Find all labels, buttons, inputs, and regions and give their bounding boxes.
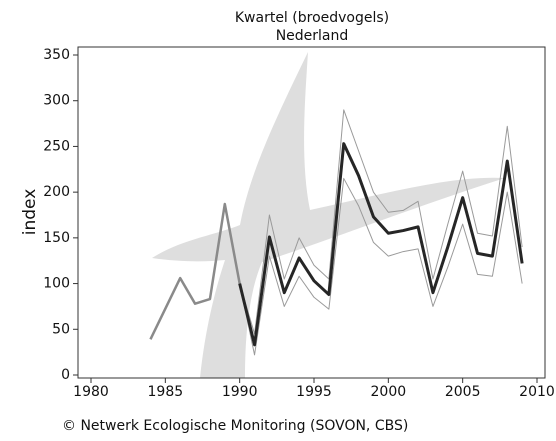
y-tick-label: 300	[43, 93, 70, 109]
plot-frame	[77, 46, 546, 379]
series-line	[239, 109, 523, 335]
bird-silhouette	[152, 52, 505, 378]
series-line	[149, 202, 241, 340]
y-tick-label: 350	[43, 47, 70, 63]
x-tick-label: 2010	[519, 384, 555, 400]
y-tick-label: 250	[43, 138, 70, 154]
y-axis-label: index	[20, 189, 40, 236]
chart-subtitle: Nederland	[276, 28, 349, 44]
x-tick-label: 2000	[371, 384, 407, 400]
y-tick-label: 100	[43, 276, 70, 292]
series-line	[238, 142, 524, 347]
chart-title: Kwartel (broedvogels)	[235, 10, 389, 26]
x-tick-label: 1985	[148, 384, 184, 400]
x-tick-label: 1995	[296, 384, 332, 400]
footer: © Netwerk Ecologische Monitoring (SOVON,…	[62, 418, 408, 434]
x-tick-label: 2005	[445, 384, 481, 400]
x-tick-label: 1980	[73, 384, 109, 400]
y-tick-label: 0	[61, 367, 70, 383]
y-tick-label: 50	[52, 321, 70, 337]
series-line	[239, 177, 523, 356]
x-tick-label: 1990	[222, 384, 258, 400]
y-tick-label: 150	[43, 230, 70, 246]
y-tick-label: 200	[43, 184, 70, 200]
